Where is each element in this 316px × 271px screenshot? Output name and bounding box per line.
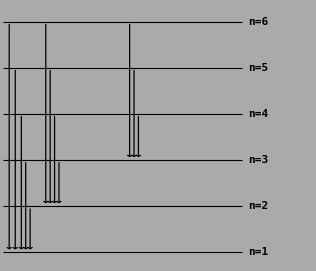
Text: n=6: n=6	[248, 17, 268, 27]
Text: n=1: n=1	[248, 247, 268, 257]
Text: n=5: n=5	[248, 63, 268, 73]
Text: n=4: n=4	[248, 109, 268, 119]
Text: n=2: n=2	[248, 201, 268, 211]
Text: n=3: n=3	[248, 155, 268, 165]
